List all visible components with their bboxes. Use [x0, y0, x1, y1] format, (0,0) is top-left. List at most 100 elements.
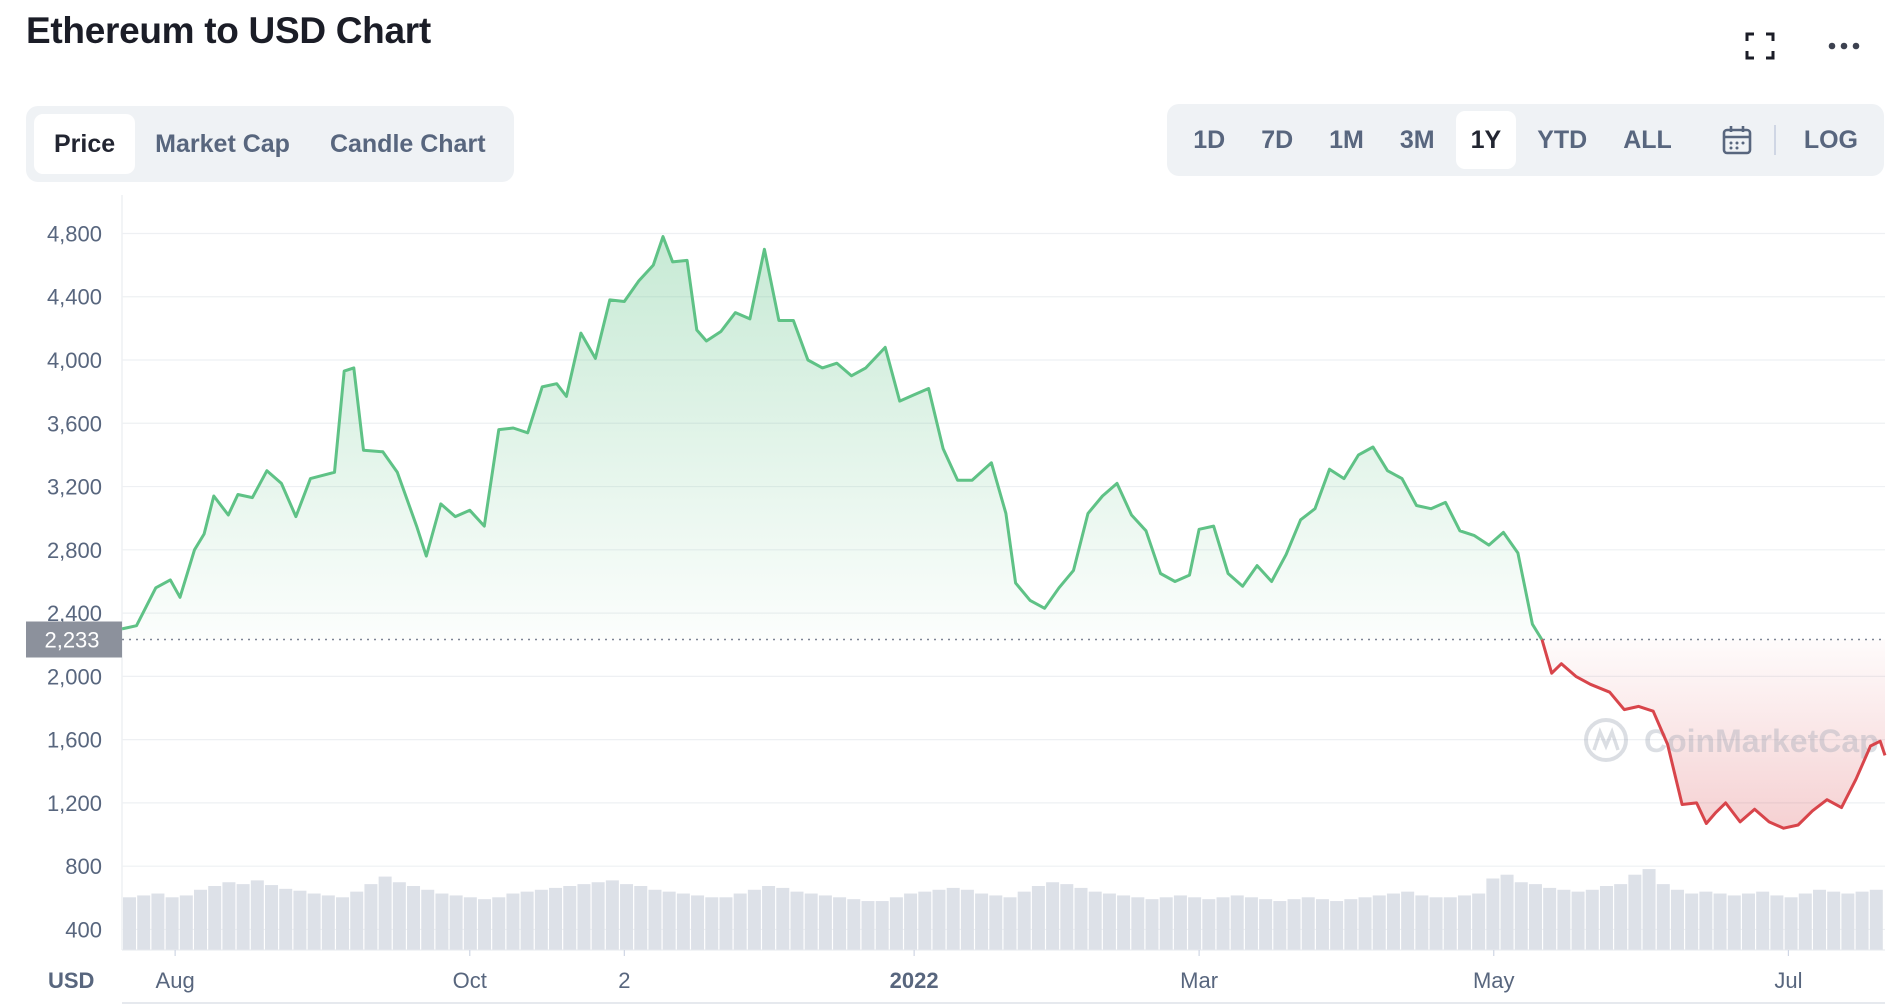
range-all[interactable]: ALL	[1623, 125, 1672, 154]
volume-bar	[1614, 884, 1628, 950]
volume-bar	[1301, 897, 1315, 950]
volume-bar	[818, 895, 832, 950]
volume-bar	[1500, 874, 1514, 950]
volume-bar	[1287, 899, 1301, 950]
volume-bar	[1202, 899, 1216, 950]
volume-bar	[1557, 889, 1571, 950]
volume-bar	[1315, 899, 1329, 950]
volume-bar	[1259, 899, 1273, 950]
y-tick-label: 4,400	[47, 285, 102, 310]
volume-bar	[1628, 874, 1642, 950]
volume-bar	[1528, 884, 1542, 950]
volume-bar	[236, 884, 250, 950]
volume-bar	[1131, 897, 1145, 950]
volume-bar	[577, 884, 591, 950]
watermark-text: CoinMarketCap	[1644, 723, 1879, 759]
volume-bar	[1741, 893, 1755, 950]
volume-bar	[1685, 893, 1699, 950]
volume-bar	[265, 885, 279, 950]
volume-bar	[151, 893, 165, 950]
volume-bar	[1841, 893, 1855, 950]
x-tick-label: 2022	[890, 968, 939, 993]
volume-bar	[1060, 884, 1074, 950]
volume-bar	[506, 893, 520, 950]
volume-bar	[932, 889, 946, 950]
volume-bar	[1656, 884, 1670, 950]
volume-bar	[1756, 891, 1770, 950]
volume-bar	[1401, 891, 1415, 950]
volume-bar	[904, 893, 918, 950]
range-1y[interactable]: 1Y	[1455, 111, 1517, 169]
volume-bar	[875, 901, 889, 950]
calendar-icon[interactable]	[1710, 111, 1764, 169]
more-icon-glyph	[1828, 42, 1860, 50]
volume-bar	[1117, 895, 1131, 950]
tab-market-cap[interactable]: Market Cap	[155, 129, 290, 158]
volume-bar	[1173, 895, 1187, 950]
volume-bar	[1855, 891, 1869, 950]
range-7d[interactable]: 7D	[1261, 125, 1294, 154]
volume-bar	[1330, 901, 1344, 950]
volume-bar	[165, 897, 179, 950]
volume-bar	[747, 889, 761, 950]
volume-bar	[1088, 891, 1102, 950]
volume-bar	[719, 897, 733, 950]
range-1d[interactable]: 1D	[1193, 125, 1226, 154]
volume-bar	[1472, 893, 1486, 950]
volume-bar	[1145, 899, 1159, 950]
volume-bar	[1230, 895, 1244, 950]
volume-bar	[435, 893, 449, 950]
volume-bar	[563, 886, 577, 950]
y-tick-label: 800	[65, 854, 102, 879]
volume-bar	[1003, 897, 1017, 950]
volume-bar	[378, 876, 392, 950]
down-area-fill	[1541, 639, 1885, 829]
volume-bar	[648, 889, 662, 950]
chart-type-tabs: Price Market Cap Candle Chart	[26, 106, 514, 182]
volume-bar	[492, 897, 506, 950]
volume-bar	[407, 886, 421, 950]
range-1m[interactable]: 1M	[1329, 125, 1364, 154]
range-ytd[interactable]: YTD	[1537, 125, 1588, 154]
volume-bar	[137, 895, 151, 950]
tab-candle-chart[interactable]: Candle Chart	[329, 129, 486, 158]
volume-bar	[208, 886, 222, 950]
y-tick-label: 4,000	[47, 348, 102, 373]
volume-bar	[549, 887, 563, 950]
y-tick-label: 3,600	[47, 411, 102, 436]
volume-bar	[463, 897, 477, 950]
reference-label: 2,233	[44, 628, 99, 653]
volume-bar	[1727, 895, 1741, 950]
toolbar-divider	[1773, 125, 1776, 155]
volume-bar	[1869, 889, 1883, 950]
log-scale-toggle[interactable]: LOG	[1803, 125, 1858, 154]
y-tick-label: 1,200	[47, 791, 102, 816]
watermark-logo: CoinMarketCap	[1584, 718, 1879, 762]
volume-bar	[605, 880, 619, 950]
volume-bar	[918, 891, 932, 950]
price-line-up	[121, 235, 1544, 641]
volume-bar	[336, 897, 350, 950]
tab-price[interactable]: Price	[34, 114, 136, 174]
volume-bar	[1571, 891, 1585, 950]
volume-bar	[1784, 897, 1798, 950]
x-tick-label: 2	[618, 968, 630, 993]
volume-bar	[634, 886, 648, 950]
volume-bar	[449, 895, 463, 950]
volume-bar	[1585, 889, 1599, 950]
volume-bar	[1017, 891, 1031, 950]
volume-bar	[790, 891, 804, 950]
fullscreen-icon[interactable]	[1740, 26, 1780, 66]
volume-bar	[250, 880, 264, 950]
volume-bar	[847, 899, 861, 950]
volume-bar	[1713, 893, 1727, 950]
range-3m[interactable]: 3M	[1399, 125, 1435, 154]
volume-bar	[478, 899, 492, 950]
volume-bar	[1074, 887, 1088, 950]
volume-bar	[1415, 895, 1429, 950]
volume-bar	[1216, 897, 1230, 950]
volume-bar	[833, 897, 847, 950]
volume-bar	[1188, 897, 1202, 950]
more-icon[interactable]	[1824, 26, 1864, 66]
